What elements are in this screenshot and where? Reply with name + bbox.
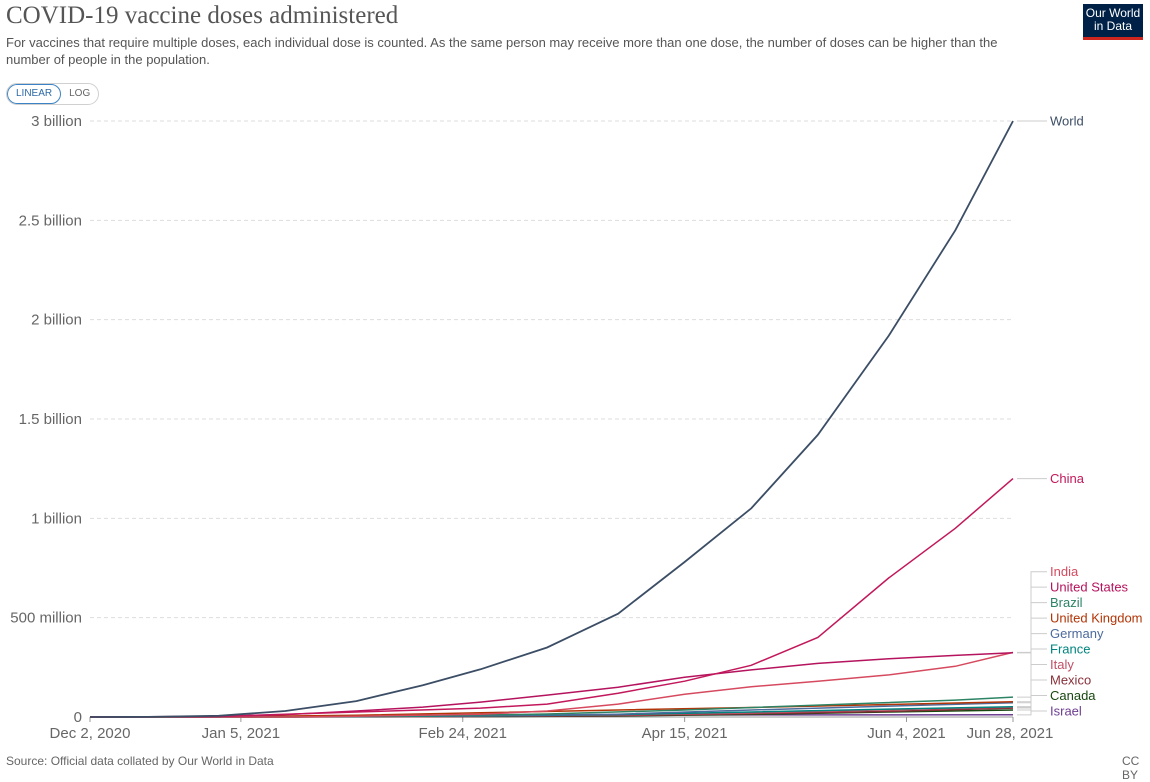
chart-subtitle: For vaccines that require multiple doses… [6, 35, 998, 67]
y-tick-label: 2 billion [31, 312, 82, 329]
source-note[interactable]: Source: Official data collated by Our Wo… [6, 754, 274, 768]
y-tick-label: 0 [74, 709, 82, 726]
series-label-mexico[interactable]: Mexico [1050, 673, 1091, 688]
series-label-brazil[interactable]: Brazil [1050, 595, 1083, 610]
label-connector [1017, 571, 1047, 653]
label-connector [1017, 710, 1047, 716]
x-tick-label: Jun 28, 2021 [967, 725, 1054, 742]
label-connector [1017, 648, 1047, 708]
label-connector [1017, 664, 1047, 708]
grid-lines [90, 120, 1013, 718]
series-label-france[interactable]: France [1050, 642, 1090, 657]
series-label-united-states[interactable]: United States [1050, 580, 1129, 595]
series-lines [89, 120, 1014, 718]
series-label-israel[interactable]: Israel [1050, 704, 1082, 719]
label-connector [1017, 586, 1047, 654]
owid-logo[interactable]: Our World in Data [1083, 4, 1143, 40]
license-link[interactable]: CC BY [1122, 754, 1140, 782]
scale-toggle: LINEAR LOG [6, 83, 100, 105]
series-label-canada[interactable]: Canada [1050, 688, 1096, 703]
x-tick-label: Apr 15, 2021 [642, 725, 728, 742]
y-tick-label: 2.5 billion [19, 212, 82, 229]
log-scale-button[interactable]: LOG [69, 88, 91, 99]
y-tick-label: 1 billion [31, 510, 82, 527]
series-label-china[interactable]: China [1050, 471, 1085, 486]
linear-scale-button[interactable]: LINEAR [7, 84, 62, 104]
y-tick-label: 500 million [10, 610, 82, 627]
series-line-china[interactable] [89, 478, 1014, 718]
series-line-world[interactable] [89, 120, 1014, 718]
y-tick-label: 3 billion [31, 113, 82, 130]
x-axis: Dec 2, 2020 Jan 5, 2021 Feb 24, 2021 Apr 15… [50, 717, 1054, 742]
series-label-india[interactable]: India [1050, 564, 1079, 579]
x-tick-label: Jun 4, 2021 [867, 725, 945, 742]
series-line-united-states[interactable] [89, 652, 1014, 718]
y-axis: 0 500 million 1 billion 1.5 billion 2 billio… [10, 113, 82, 726]
label-connector [1017, 679, 1047, 709]
label-connector [1017, 617, 1047, 703]
logo-line-1: Our World [1085, 6, 1141, 20]
series-label-united-kingdom[interactable]: United Kingdom [1050, 611, 1143, 626]
x-tick-label: Jan 5, 2021 [202, 725, 280, 742]
x-tick-label: Feb 24, 2021 [419, 725, 507, 742]
label-connector [1017, 602, 1047, 698]
label-connector [1017, 695, 1047, 711]
chart-title: COVID-19 vaccine doses administered [6, 2, 399, 29]
label-connector [1017, 633, 1047, 704]
x-tick-label: Dec 2, 2020 [50, 725, 131, 742]
series-label-italy[interactable]: Italy [1050, 657, 1074, 672]
y-tick-label: 1.5 billion [19, 411, 82, 428]
series-label-germany[interactable]: Germany [1050, 626, 1104, 641]
series-line-india[interactable] [90, 651, 1014, 718]
series-label-world[interactable]: World [1050, 114, 1084, 129]
logo-line-2: in Data [1093, 19, 1133, 33]
